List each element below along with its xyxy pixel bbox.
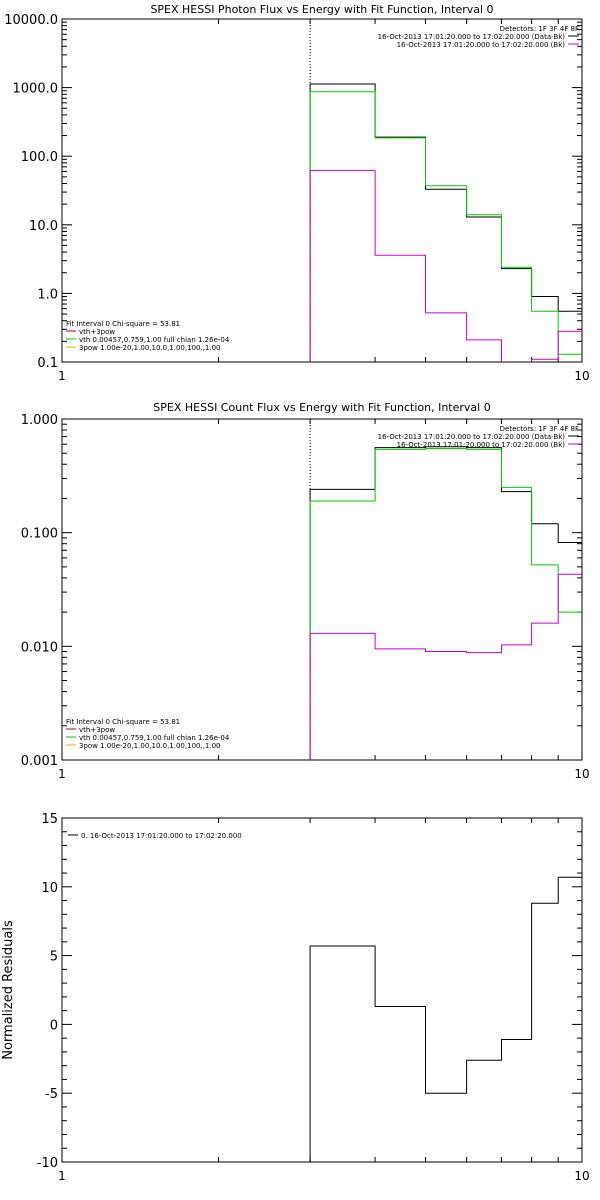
photon-y-tick-label: 1.0 (37, 287, 58, 302)
photon-legend-top-right-entry: 16-Oct-2013 17:01:20.000 to 17:02:20.000… (397, 41, 566, 49)
residual-x-tick-label: 1 (58, 1169, 66, 1183)
residual-series-0-line (309, 876, 582, 1162)
count-legend-bottom-left-entry: 3pow 1.00e-20,1.00,10.0,1.00,100.,1.00 (79, 742, 221, 750)
photon-y-tick-label: 0.1 (37, 356, 58, 371)
count-series-1-line (309, 448, 582, 760)
count-panel-title: SPEX HESSI Count Flux vs Energy with Fit… (153, 401, 490, 414)
photon-y-tick-label: 10.0 (29, 219, 58, 234)
count-x-tick-label: 1 (58, 767, 66, 781)
count-legend-bottom-left-entry: vth 0.00457,0.759,1.00 full chian 1.26e-… (79, 734, 230, 742)
count-y-tick-label: 0.010 (21, 640, 58, 655)
photon-legend-top-right-header: Detectors: 1F 3F 4F 8F (500, 25, 579, 33)
count-series-2-line (309, 573, 582, 760)
count-y-tick-label: 0.100 (21, 527, 58, 542)
photon-x-tick-label: 1 (58, 369, 66, 383)
count-legend-bottom-left-header: Fit Interval 0 Chi-square = 53.81 (66, 718, 180, 726)
photon-legend-bottom-left-entry: vth+3pow (79, 328, 115, 336)
count-legend-top-right-entry: 16-Oct-2013 17:01:20.000 to 17:02:20.000… (397, 441, 566, 449)
count-y-tick-label: 0.001 (21, 754, 58, 769)
photon-y-tick-label: 100.0 (21, 150, 58, 165)
photon-flux-panel: SPEX HESSI Photon Flux vs Energy with Fi… (4, 3, 589, 383)
photon-series-2-line (309, 169, 582, 362)
count-legend-top-right-header: Detectors: 1F 3F 4F 8F (500, 425, 579, 433)
count-plot-frame (61, 418, 583, 761)
count-legend-bottom-left-entry: vth+3pow (79, 726, 115, 734)
count-y-tick-label: 1.000 (21, 413, 58, 428)
count-flux-panel: SPEX HESSI Count Flux vs Energy with Fit… (21, 401, 590, 781)
count-legend-top-right-entry: 16-Oct-2013 17:01:20.000 to 17:02:20.000… (378, 433, 566, 441)
residuals-plot-frame (61, 817, 583, 1163)
residual-x-tick-label: 10 (574, 1169, 589, 1183)
photon-legend-top-right-entry: 16-Oct-2013 17:01:20.000 to 17:02:20.000… (378, 33, 566, 41)
photon-series-1-line (309, 91, 582, 362)
count-x-tick-label: 10 (574, 767, 589, 781)
residual-y-tick-label: 15 (41, 812, 58, 827)
photon-y-tick-label: 1000.0 (13, 82, 59, 97)
photon-series-0-line (309, 83, 582, 362)
photon-plot-frame (61, 18, 583, 363)
photon-legend-bottom-left-header: Fit Interval 0 Chi-square = 53.81 (66, 320, 180, 328)
residual-y-tick-label: -5 (45, 1087, 58, 1102)
photon-panel-title: SPEX HESSI Photon Flux vs Energy with Fi… (150, 3, 493, 16)
photon-x-tick-label: 10 (574, 369, 589, 383)
photon-y-tick-label: 10000.0 (4, 13, 58, 28)
residual-legend-top-left-entry: 0. 16-Oct-2013 17:01:20.000 to 17:02:20.… (81, 832, 242, 840)
residuals-panel: Normalized Residuals 1 10 -10 -5 0 5 10 15 0. 16… (1, 812, 590, 1183)
residual-y-tick-label: 10 (41, 881, 58, 896)
residual-y-tick-label: -10 (37, 1156, 58, 1171)
residuals-y-axis-label: Normalized Residuals (1, 920, 16, 1060)
residual-y-tick-label: 0 (50, 1018, 58, 1033)
count-series-0-line (309, 446, 582, 760)
photon-legend-bottom-left-entry: 3pow 1.00e-20,1.00,10.0,1.00,100.,1.00 (79, 344, 221, 352)
residual-y-tick-label: 5 (50, 950, 58, 965)
photon-legend-bottom-left-entry: vth 0.00457,0.759,1.00 full chian 1.26e-… (79, 336, 230, 344)
